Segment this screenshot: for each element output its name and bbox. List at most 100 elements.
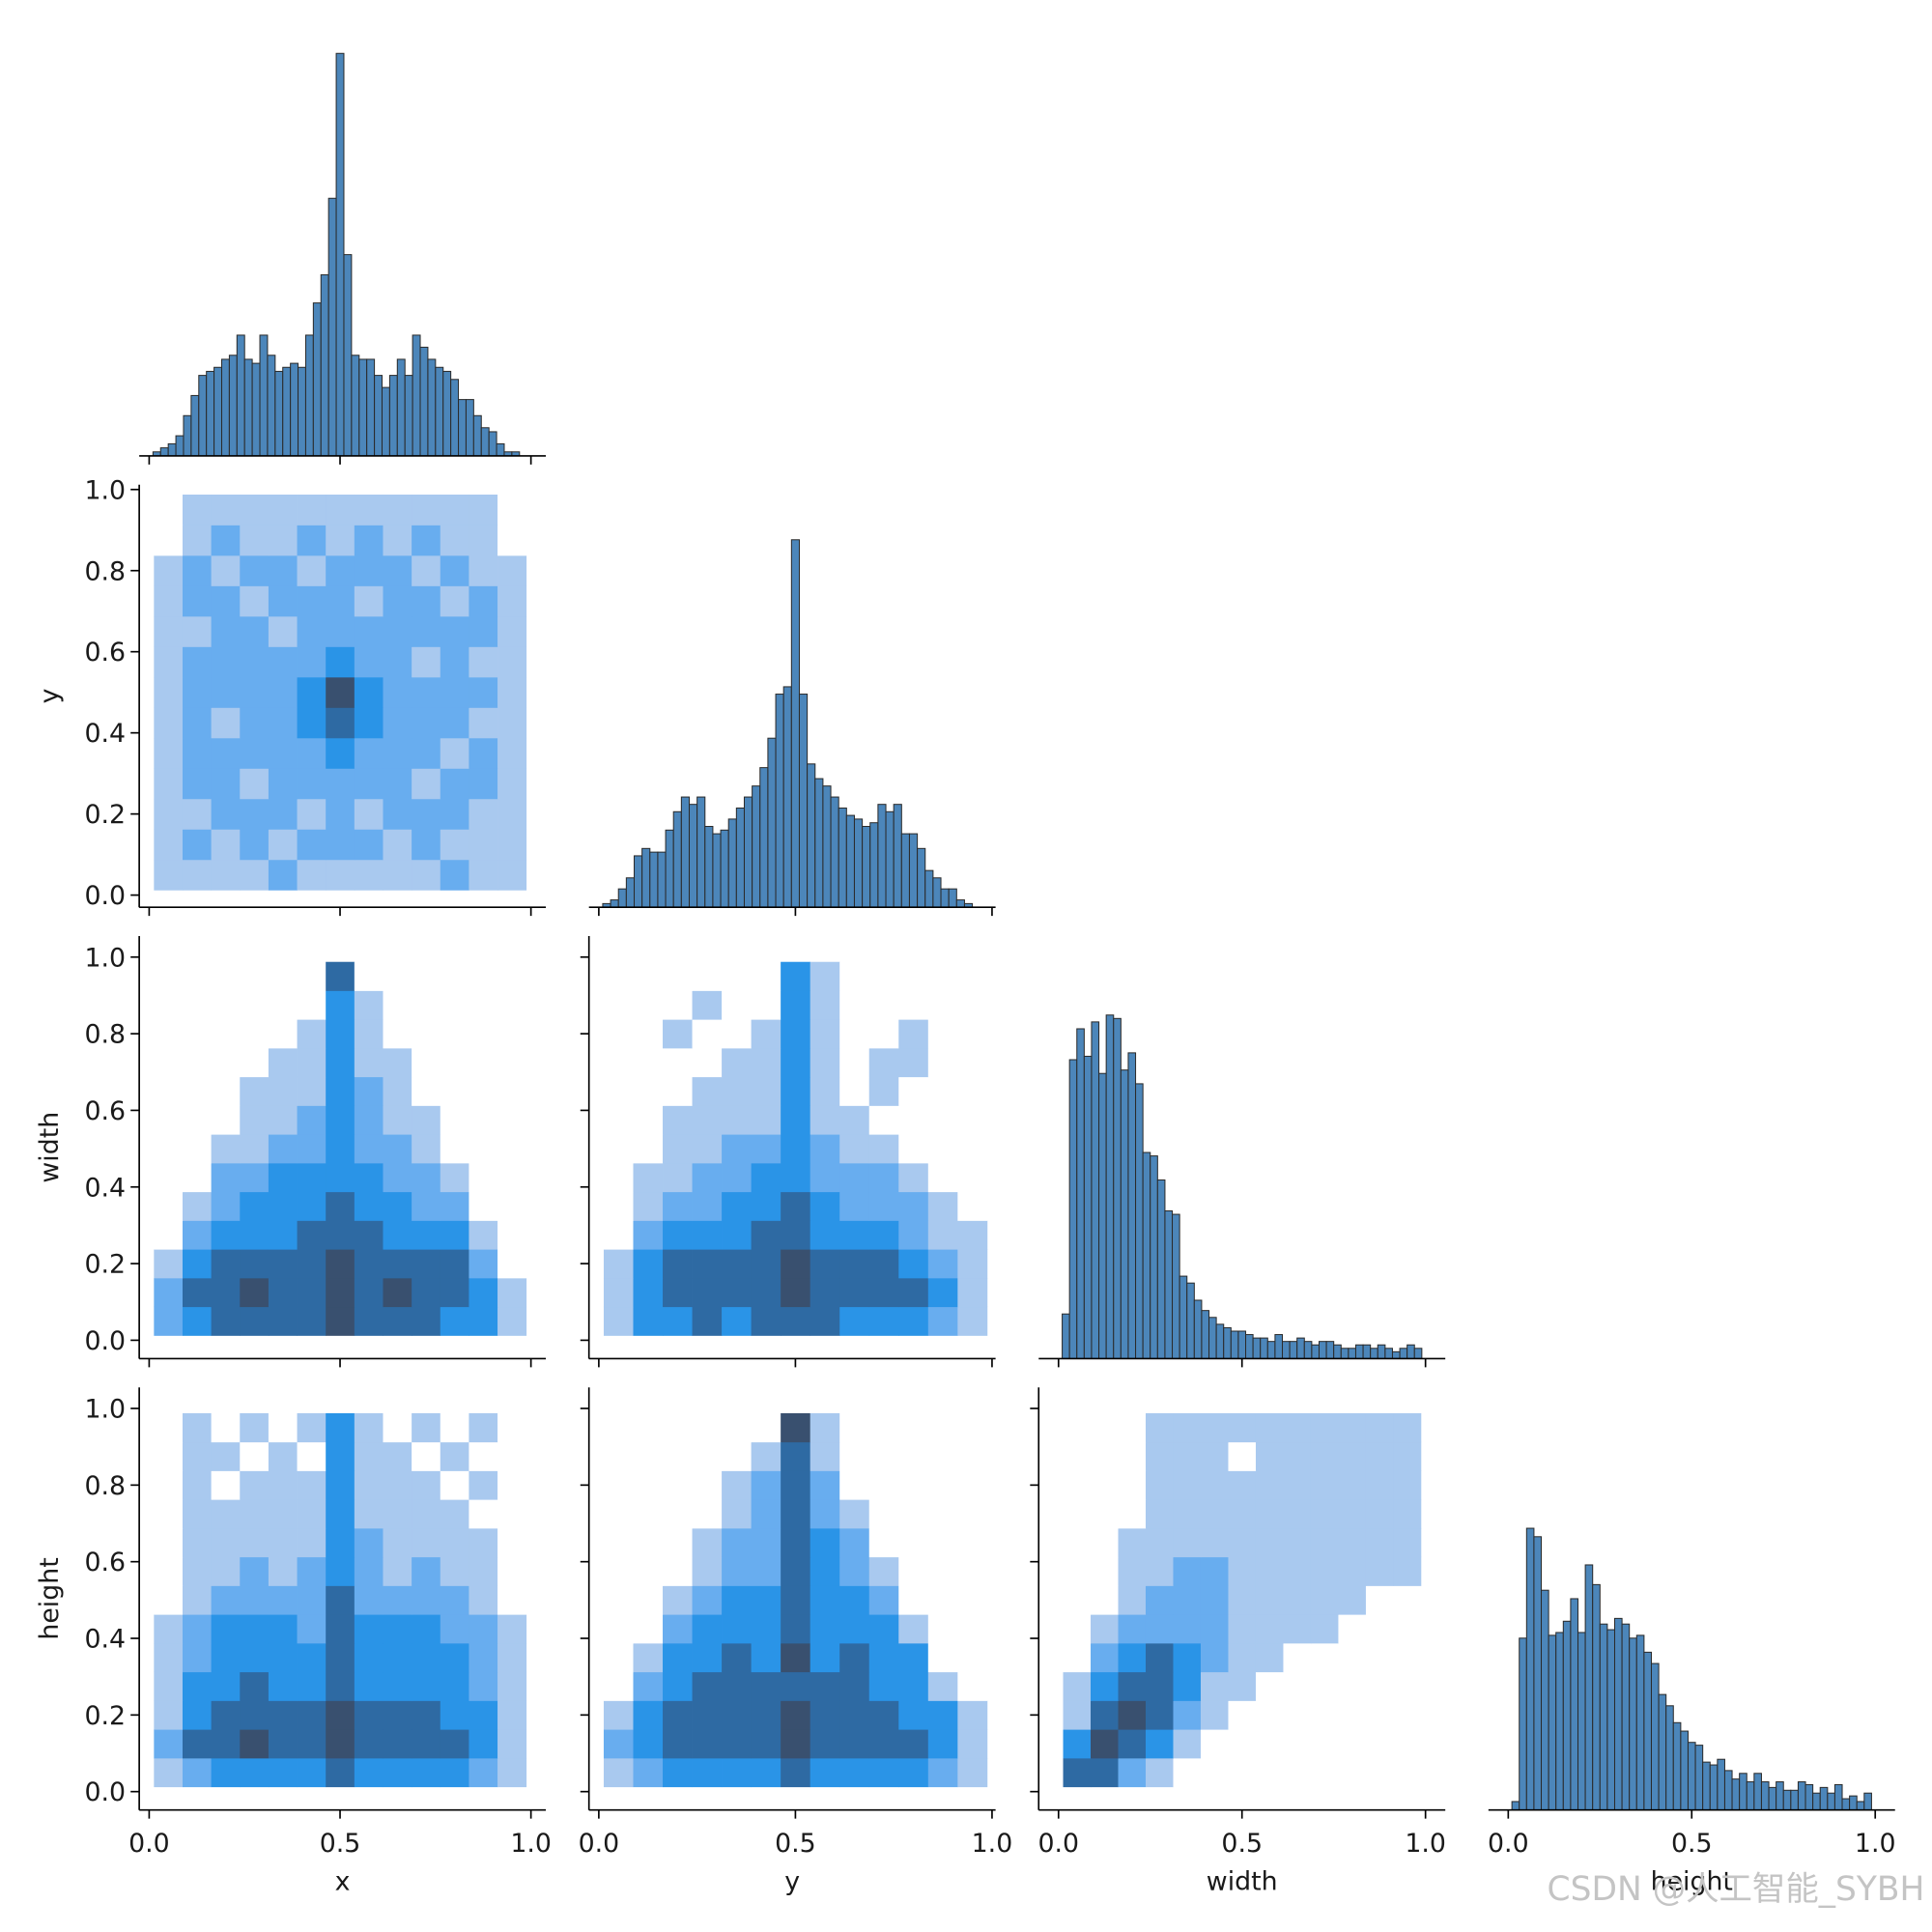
heatmap-cell [1200, 1499, 1229, 1529]
heatmap-cell [868, 1729, 899, 1759]
heatmap-cell [751, 1019, 781, 1049]
heatmap-cell [469, 1412, 498, 1443]
heatmap-cell [154, 768, 184, 800]
heatmap-cell [383, 1249, 412, 1279]
heatmap-cell [211, 768, 241, 800]
histogram-bar [1746, 1781, 1755, 1811]
heatmap-cell [412, 798, 441, 830]
heatmap-cell [839, 1191, 870, 1221]
heatmap-cell [354, 554, 384, 586]
heatmap-cell [1310, 1412, 1339, 1443]
heatmap-cell [751, 1249, 781, 1279]
heatmap-cell [469, 1757, 498, 1788]
heatmap-cell [633, 1105, 664, 1135]
heatmap-cell [297, 1047, 327, 1078]
heatmap-cell [268, 554, 298, 586]
heatmap-cell [781, 1671, 811, 1701]
heatmap-cell [297, 494, 327, 526]
heatmap-cell [810, 1412, 840, 1443]
heatmap-cell [440, 676, 469, 708]
heatmap-cell [810, 1047, 840, 1078]
heatmap-cell [810, 1134, 840, 1164]
heatmap-cell [692, 1191, 723, 1221]
histogram-bar [465, 399, 474, 457]
heatmap-cell [810, 1277, 840, 1308]
heatmap-cell [1145, 1642, 1174, 1673]
heatmap-cell [469, 768, 498, 800]
heatmap-cell [326, 1019, 355, 1049]
heatmap-cell [383, 554, 412, 586]
histogram-bar [1606, 1629, 1616, 1811]
heatmap-cell [497, 1556, 527, 1586]
heatmap-cell [469, 829, 498, 861]
histogram-bar [649, 851, 659, 908]
heatmap-cell [211, 1441, 241, 1471]
histogram-bar [822, 785, 832, 908]
heatmap-cell [268, 1306, 298, 1336]
heatmap-cell [633, 1757, 664, 1788]
heatmap-cell [1365, 1470, 1394, 1500]
heatmap-cell [898, 1220, 929, 1250]
heatmap-cell [154, 1191, 184, 1221]
heatmap-cell [154, 1306, 184, 1336]
y-tick-label: 1.0 [85, 1395, 127, 1425]
heatmap-cell [1283, 1527, 1312, 1558]
heatmap-cell [781, 1412, 811, 1443]
heatmap-cell [927, 1470, 958, 1500]
heatmap-cell [1283, 1729, 1312, 1759]
heatmap-cell [383, 1134, 412, 1164]
heatmap-cell [1365, 1614, 1394, 1644]
histogram-bar [1694, 1745, 1704, 1811]
heatmap-cell [633, 1047, 664, 1078]
heatmap-cell [326, 1499, 355, 1529]
heatmap-cell [240, 737, 270, 769]
heatmap-cell [412, 1642, 441, 1673]
heatmap-cell [182, 1729, 213, 1759]
heatmap-cell [692, 1220, 723, 1250]
heatmap-cell [1365, 1729, 1394, 1759]
heatmap-cell [1228, 1585, 1257, 1615]
heatmap-cell [1393, 1470, 1422, 1500]
histogram-bar [228, 355, 238, 457]
heatmap-cell [898, 1277, 929, 1308]
heatmap-cell [1145, 1700, 1174, 1730]
heatmap-cell [297, 1162, 327, 1193]
heatmap-cell [927, 1527, 958, 1558]
heatmap-cell [383, 1642, 412, 1673]
heatmap-cell [354, 1047, 384, 1078]
heatmap-cell [412, 768, 441, 800]
heatmap-cell [268, 1527, 298, 1558]
heatmap-cell [1200, 1556, 1229, 1586]
heatmap-cell [497, 798, 527, 830]
histogram-bar [1687, 1742, 1696, 1811]
heatmap-cell [868, 1470, 899, 1500]
heatmap-cell [354, 1162, 384, 1193]
heatmap-cell [692, 1105, 723, 1135]
heatmap-cell [469, 1191, 498, 1221]
heatmap-cell [868, 1700, 899, 1730]
heatmap-cell [751, 1642, 781, 1673]
heatmap-cell [633, 990, 664, 1020]
heatmap-cell [1228, 1470, 1257, 1500]
heatmap-cell [1365, 1700, 1394, 1730]
heatmap-cell [268, 585, 298, 617]
heatmap-cell [781, 1585, 811, 1615]
heatmap-cell [1118, 1614, 1147, 1644]
heatmap-cell [354, 829, 384, 861]
heatmap-cell [663, 1047, 693, 1078]
heatmap-cell [154, 859, 184, 891]
heatmap-cell [354, 585, 384, 617]
heatmap-cell [663, 1134, 693, 1164]
heatmap-cell [412, 1277, 441, 1308]
heatmap-cell [1338, 1585, 1367, 1615]
y-tick-label: 0.0 [85, 1326, 127, 1356]
histogram-bar [838, 807, 847, 908]
heatmap-cell [297, 1729, 327, 1759]
y-tick-label: 0.6 [85, 638, 127, 668]
heatmap-cell [663, 1220, 693, 1250]
heatmap-cell [412, 1412, 441, 1443]
heatmap-cell [722, 1757, 752, 1788]
heatmap-cell [1393, 1527, 1422, 1558]
histogram-bar [1068, 1059, 1078, 1359]
heatmap-cell [383, 1729, 412, 1759]
